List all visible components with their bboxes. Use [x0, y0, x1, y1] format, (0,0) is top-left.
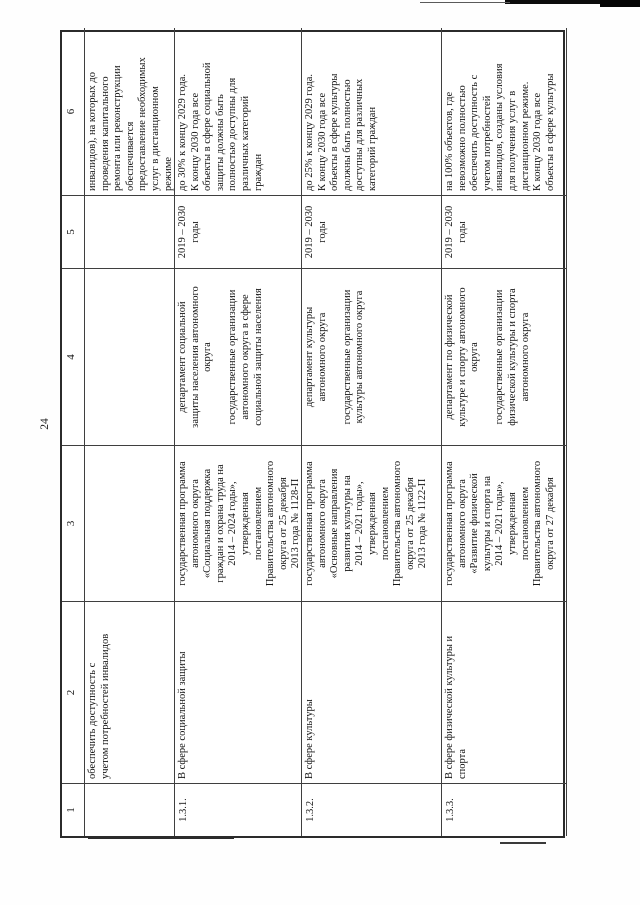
cell-1-3-1-col3: государственная программа автономного ок… [175, 445, 302, 601]
cell-cont-col2: обеспечить доступность с учетом потребно… [85, 601, 175, 783]
scan-artifact-bottom-2 [500, 842, 546, 844]
column-header-4: 4 [62, 268, 85, 445]
page-number: 24 [39, 418, 51, 430]
cell-1-3-1-col6: до 30% к концу 2029 года. К концу 2030 г… [175, 28, 302, 195]
cell-1-3-1-col5: 2019 – 2030 годы [175, 195, 302, 268]
cell-cont-col6: инвалидов), на которых до проведения кап… [85, 28, 175, 195]
cell-cont-col5 [85, 195, 175, 268]
cell-1-3-2-col6: до 25% к концу 2029 года. К концу 2030 г… [302, 28, 442, 195]
cell-1-3-3-col6: на 100% объектов, где невозможно полност… [442, 28, 567, 195]
cell-cont-col3 [85, 445, 175, 601]
column-header-6: 6 [62, 28, 85, 195]
rotated-data-table: 1 2 3 4 5 6 обеспечить доступность с уче… [60, 28, 567, 838]
scan-artifact-streak [505, 0, 640, 4]
scan-artifact-streak-thick [600, 0, 640, 7]
cell-1-3-2-col5: 2019 – 2030 годы [302, 195, 442, 268]
cell-1-3-3-col1: 1.3.3. [442, 783, 567, 836]
column-header-1: 1 [62, 783, 85, 836]
cell-1-3-3-col4: департамент по физической культуре и спо… [442, 268, 567, 445]
cell-1-3-1-col4: департамент социальной защиты населения … [175, 268, 302, 445]
column-header-5: 5 [62, 195, 85, 268]
cell-1-3-1-col2: В сфере социальной защиты [175, 601, 302, 783]
scan-artifact-line [420, 2, 510, 3]
cell-1-3-2-col3: государственная программа автономного ок… [302, 445, 442, 601]
cell-1-3-2-col1: 1.3.2. [302, 783, 442, 836]
cell-cont-col1 [85, 783, 175, 836]
column-header-3: 3 [62, 445, 85, 601]
cell-1-3-3-col3: государственная программа автономного ок… [442, 445, 567, 601]
cell-1-3-2-col2: В сфере культуры [302, 601, 442, 783]
cell-1-3-3-col2: В сфере физической культуры и спорта [442, 601, 567, 783]
cell-1-3-3-col5: 2019 – 2030 годы [442, 195, 567, 268]
cell-1-3-2-col4: департамент культуры автономного округа … [302, 268, 442, 445]
cell-cont-col4 [85, 268, 175, 445]
column-header-2: 2 [62, 601, 85, 783]
cell-1-3-1-col1: 1.3.1. [175, 783, 302, 836]
